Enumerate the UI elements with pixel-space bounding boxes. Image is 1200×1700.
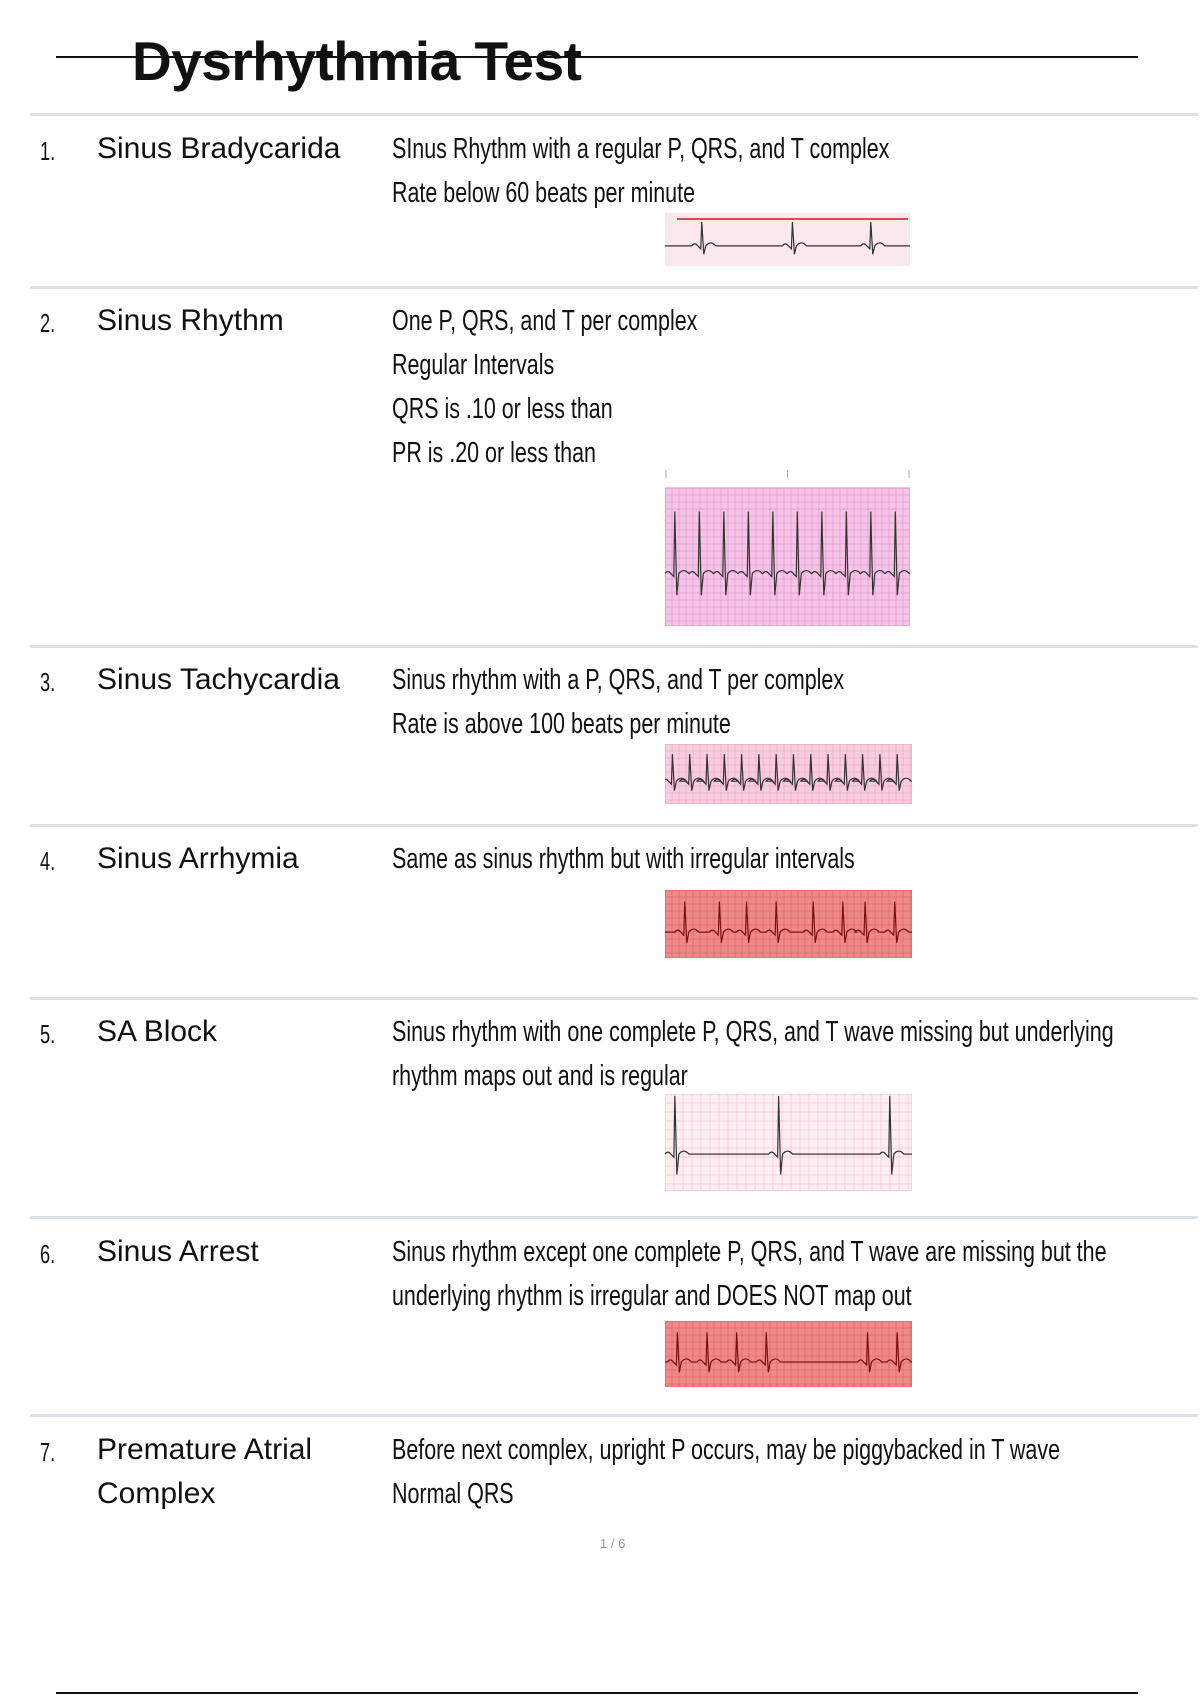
- item-name: Premature Atrial: [97, 1433, 313, 1466]
- item-description: Normal QRS: [392, 1478, 514, 1510]
- item-description: Sinus rhythm except one complete P, QRS,…: [392, 1236, 1107, 1268]
- item-name: Sinus Bradycarida: [97, 132, 341, 165]
- divider: [30, 824, 1198, 827]
- ecg-trace: [665, 1332, 912, 1373]
- item-name: Sinus Rhythm: [97, 304, 284, 337]
- divider: [30, 286, 1198, 289]
- item-description: Sinus rhythm with one complete P, QRS, a…: [392, 1016, 1114, 1048]
- ecg-strip-sinus-arrest: [665, 1321, 912, 1387]
- divider: [30, 997, 1198, 1000]
- item-description: rhythm maps out and is regular: [392, 1060, 688, 1092]
- divider: [30, 1216, 1198, 1219]
- item-description: Regular Intervals: [392, 349, 555, 381]
- item-number: 7.: [40, 1437, 56, 1467]
- item-number: 2.: [40, 308, 56, 338]
- item-number: 1.: [40, 136, 56, 166]
- ecg-trace: [665, 754, 912, 791]
- item-description: underlying rhythm is irregular and DOES …: [392, 1280, 912, 1312]
- page-title: Dysrhythmia Test: [132, 30, 582, 92]
- item-name: Sinus Tachycardia: [97, 663, 340, 696]
- item-name: Sinus Arrhymia: [97, 842, 299, 875]
- divider: [30, 1414, 1198, 1417]
- item-name: Sinus Arrest: [97, 1235, 259, 1268]
- item-name: Complex: [97, 1477, 216, 1510]
- ecg-strip-sinus-tachycardia: [665, 744, 912, 804]
- item-description: Rate below 60 beats per minute: [392, 177, 696, 209]
- item-name: SA Block: [97, 1015, 218, 1048]
- ecg-background: [665, 487, 910, 626]
- footer-rule: [56, 1692, 1138, 1694]
- ecg-trace: [665, 221, 910, 255]
- title-rule: [56, 56, 1138, 58]
- item-description: SInus Rhythm with a regular P, QRS, and …: [392, 133, 890, 165]
- item-number: 5.: [40, 1019, 56, 1049]
- ecg-background: [665, 213, 910, 266]
- item-description: Sinus rhythm with a P, QRS, and T per co…: [392, 664, 845, 696]
- ecg-trace: [665, 1095, 912, 1175]
- item-description: Rate is above 100 beats per minute: [392, 708, 731, 740]
- item-description: QRS is .10 or less than: [392, 393, 613, 425]
- ecg-trace: [665, 511, 910, 596]
- item-description: PR is .20 or less than: [392, 437, 596, 469]
- ecg-strip-sa-block: [665, 1094, 912, 1191]
- ecg-strip-sinus-arrhythmia: [665, 890, 912, 958]
- ecg-background: [665, 1094, 912, 1191]
- item-number: 3.: [40, 667, 56, 697]
- item-description: One P, QRS, and T per complex: [392, 305, 698, 337]
- item-description: Before next complex, upright P occurs, m…: [392, 1434, 1061, 1466]
- ecg-strip-sinus-rhythm: [665, 470, 910, 626]
- ecg-trace: [665, 901, 912, 943]
- item-description: Same as sinus rhythm but with irregular …: [392, 843, 855, 875]
- item-number: 4.: [40, 846, 56, 876]
- ecg-strip-sinus-bradycardia: [665, 213, 910, 266]
- page-indicator: 1 / 6: [600, 1536, 626, 1551]
- divider: [30, 113, 1198, 116]
- ecg-background: [665, 890, 912, 958]
- divider: [30, 645, 1198, 648]
- item-number: 6.: [40, 1239, 56, 1269]
